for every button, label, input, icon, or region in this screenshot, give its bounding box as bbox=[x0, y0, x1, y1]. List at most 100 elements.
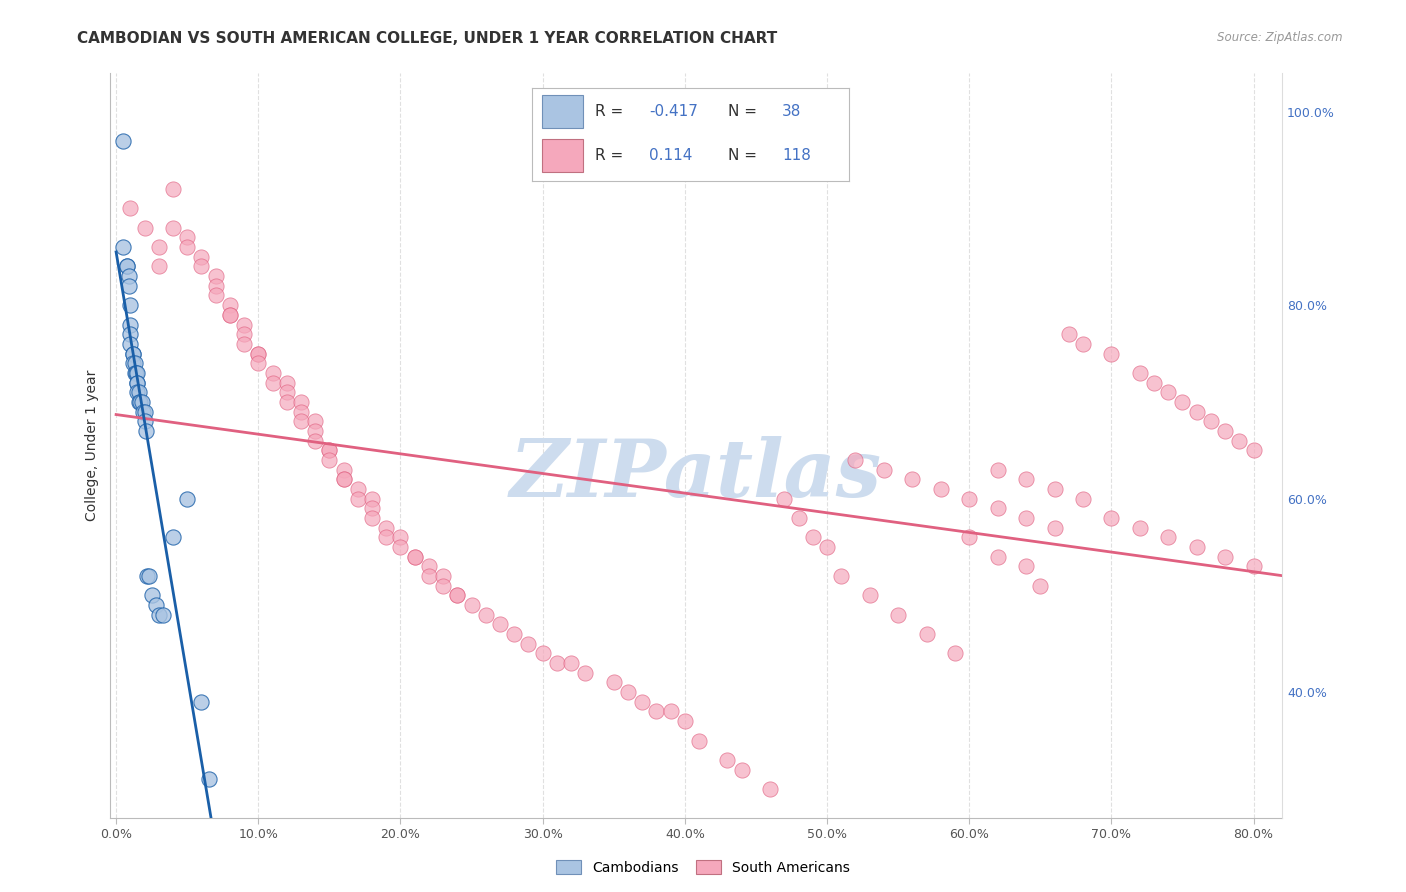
Point bbox=[120, 202, 142, 216]
Point bbox=[233, 336, 256, 351]
Point bbox=[112, 134, 135, 148]
Point bbox=[716, 753, 738, 767]
Point bbox=[1029, 579, 1052, 593]
Point bbox=[1227, 434, 1250, 448]
Point bbox=[801, 530, 824, 544]
Point bbox=[190, 250, 212, 264]
Point bbox=[1157, 385, 1180, 400]
Point bbox=[118, 269, 141, 284]
Point bbox=[957, 491, 980, 506]
Point bbox=[404, 549, 426, 564]
Point bbox=[361, 491, 384, 506]
Point bbox=[318, 453, 340, 467]
Point bbox=[375, 530, 398, 544]
Point bbox=[290, 414, 312, 428]
Point bbox=[560, 656, 582, 670]
Point bbox=[332, 472, 354, 486]
Point bbox=[1199, 414, 1222, 428]
Point bbox=[197, 772, 219, 787]
Point bbox=[830, 569, 852, 583]
Point bbox=[176, 491, 198, 506]
Point bbox=[148, 260, 170, 274]
Point bbox=[389, 530, 412, 544]
Point bbox=[318, 443, 340, 458]
Text: CAMBODIAN VS SOUTH AMERICAN COLLEGE, UNDER 1 YEAR CORRELATION CHART: CAMBODIAN VS SOUTH AMERICAN COLLEGE, UND… bbox=[77, 31, 778, 46]
Point bbox=[176, 230, 198, 244]
Point bbox=[162, 530, 184, 544]
Point bbox=[446, 588, 468, 602]
Point bbox=[475, 607, 498, 622]
Point bbox=[190, 260, 212, 274]
Point bbox=[247, 346, 270, 360]
Point bbox=[124, 356, 146, 370]
Point bbox=[127, 366, 149, 380]
Point bbox=[1185, 540, 1208, 554]
Point bbox=[361, 501, 384, 516]
Point bbox=[141, 588, 163, 602]
Point bbox=[304, 414, 326, 428]
Point bbox=[1213, 424, 1236, 438]
Point bbox=[176, 240, 198, 254]
Point bbox=[276, 395, 298, 409]
Point bbox=[262, 376, 284, 390]
Point bbox=[332, 462, 354, 476]
Point bbox=[304, 424, 326, 438]
Point bbox=[218, 298, 240, 312]
Point bbox=[1071, 491, 1094, 506]
Point bbox=[418, 569, 440, 583]
Point bbox=[943, 647, 966, 661]
Point bbox=[688, 733, 710, 747]
Point bbox=[125, 366, 148, 380]
Point bbox=[404, 549, 426, 564]
Point bbox=[127, 376, 149, 390]
Point bbox=[129, 395, 152, 409]
Point bbox=[987, 462, 1010, 476]
Point bbox=[262, 366, 284, 380]
Point bbox=[135, 424, 157, 438]
Point bbox=[120, 318, 142, 332]
Point bbox=[759, 781, 782, 796]
Point bbox=[489, 617, 512, 632]
Point bbox=[1071, 336, 1094, 351]
Point bbox=[120, 298, 142, 312]
Point bbox=[132, 404, 155, 418]
Point bbox=[134, 404, 156, 418]
Point bbox=[1129, 521, 1152, 535]
Point bbox=[127, 385, 149, 400]
Point bbox=[290, 395, 312, 409]
Point bbox=[218, 308, 240, 322]
Point bbox=[574, 665, 596, 680]
Point bbox=[418, 559, 440, 574]
Point bbox=[120, 336, 142, 351]
Point bbox=[915, 627, 938, 641]
Point bbox=[1099, 346, 1122, 360]
Point bbox=[332, 472, 354, 486]
Point bbox=[987, 549, 1010, 564]
Point bbox=[138, 569, 160, 583]
Point bbox=[122, 346, 145, 360]
Point bbox=[122, 356, 145, 370]
Point bbox=[645, 705, 668, 719]
Point bbox=[148, 607, 170, 622]
Point bbox=[1043, 482, 1066, 496]
Point bbox=[546, 656, 568, 670]
Point bbox=[787, 511, 810, 525]
Point bbox=[1043, 521, 1066, 535]
Point bbox=[162, 182, 184, 196]
Point bbox=[1015, 511, 1038, 525]
Point bbox=[361, 511, 384, 525]
Text: ZIPatlas: ZIPatlas bbox=[510, 436, 883, 514]
Point bbox=[134, 414, 156, 428]
Point bbox=[1243, 443, 1265, 458]
Point bbox=[247, 346, 270, 360]
Point bbox=[531, 647, 554, 661]
Point bbox=[929, 482, 952, 496]
Point bbox=[1157, 530, 1180, 544]
Point bbox=[460, 598, 482, 612]
Point bbox=[773, 491, 796, 506]
Point bbox=[887, 607, 910, 622]
Point bbox=[276, 376, 298, 390]
Point bbox=[987, 501, 1010, 516]
Point bbox=[233, 327, 256, 342]
Point bbox=[1015, 472, 1038, 486]
